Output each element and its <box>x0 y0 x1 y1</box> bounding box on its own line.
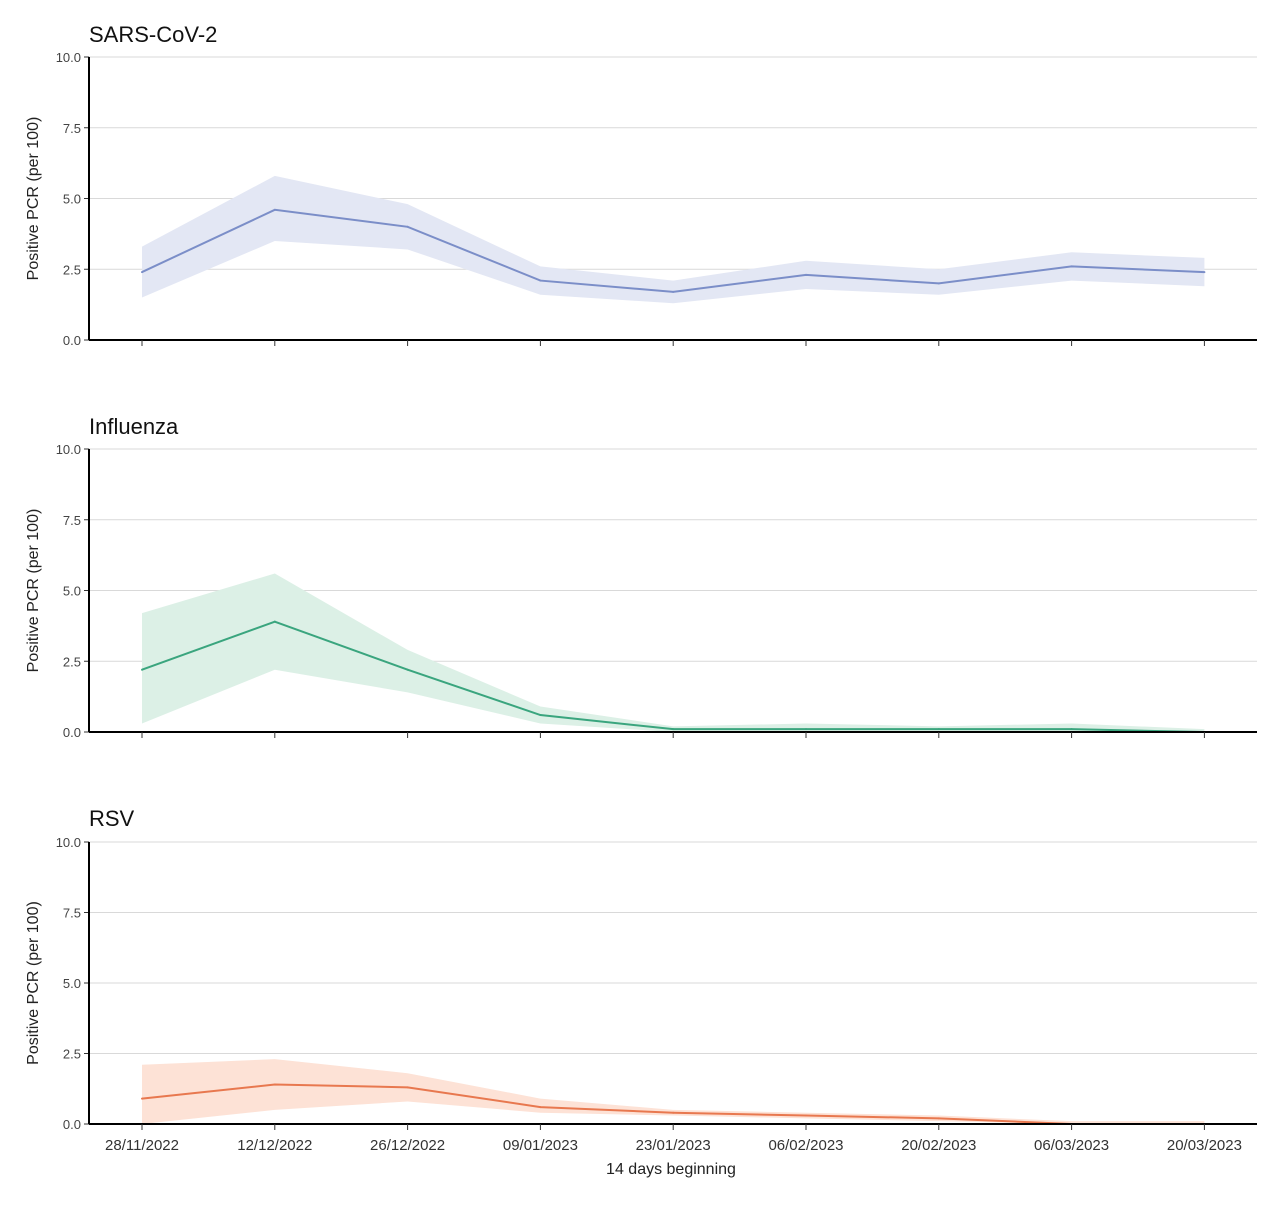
data-point <box>141 668 143 671</box>
x-tick-label: 09/01/2023 <box>503 1137 578 1154</box>
confidence-band <box>142 175 1205 304</box>
y-tick-label: 5.0 <box>63 584 81 599</box>
data-point <box>805 728 807 731</box>
panel-title: SARS-CoV-2 <box>89 22 217 47</box>
y-tick-label: 7.5 <box>63 513 81 528</box>
data-point <box>273 208 276 211</box>
x-tick-label: 23/01/2023 <box>636 1137 711 1154</box>
y-axis-title: Positive PCR (per 100) <box>25 509 42 673</box>
y-tick-label: 2.5 <box>63 654 81 669</box>
data-point <box>539 1106 542 1109</box>
y-tick-label: 5.0 <box>63 976 81 991</box>
data-point <box>273 620 276 623</box>
panel-rsv: RSV 0.0 2.5 5.0 7.5 10.0 Positive PCR (per 100… <box>25 806 1257 1178</box>
panel-sars-cov-2: SARS-CoV-2 0.0 2.5 5.0 7.5 10.0 Positive PCR (… <box>25 22 1257 348</box>
data-point <box>672 1111 675 1114</box>
data-point <box>141 271 143 274</box>
data-point <box>937 282 940 285</box>
data-point <box>406 225 409 228</box>
data-point <box>805 1114 807 1117</box>
y-tick-label: 7.5 <box>63 121 81 136</box>
x-tick-label: 06/03/2023 <box>1034 1137 1109 1154</box>
x-tick-label: 06/02/2023 <box>768 1137 843 1154</box>
data-point <box>1203 271 1206 274</box>
panel-influenza: Influenza 0.0 2.5 5.0 7.5 10.0 Positive PCR (p… <box>25 414 1257 740</box>
data-point <box>406 668 409 671</box>
data-point <box>539 714 542 717</box>
x-tick-label: 20/02/2023 <box>901 1137 976 1154</box>
x-tick-label: 20/03/2023 <box>1167 1137 1242 1154</box>
data-point <box>937 1117 940 1120</box>
x-tick-label: 28/11/2022 <box>105 1137 179 1154</box>
y-tick-label: 2.5 <box>63 1047 81 1062</box>
data-point <box>273 1083 276 1086</box>
data-point <box>1070 265 1073 268</box>
data-point <box>805 273 807 276</box>
data-point <box>1070 728 1073 731</box>
y-tick-label: 0.0 <box>63 1117 81 1132</box>
y-tick-label: 5.0 <box>63 192 81 207</box>
data-point <box>937 728 940 731</box>
x-axis-title: 14 days beginning <box>606 1161 736 1178</box>
data-point <box>141 1097 143 1100</box>
panel-title: RSV <box>89 806 135 831</box>
y-tick-label: 10.0 <box>56 835 81 850</box>
x-tick-label: 26/12/2022 <box>370 1137 445 1154</box>
y-tick-label: 2.5 <box>63 262 81 277</box>
confidence-band <box>142 1059 1205 1124</box>
y-tick-label: 7.5 <box>63 906 81 921</box>
y-axis-title: Positive PCR (per 100) <box>25 117 42 281</box>
x-tick-label: 12/12/2022 <box>237 1137 312 1154</box>
y-tick-label: 10.0 <box>56 442 81 457</box>
y-axis-title: Positive PCR (per 100) <box>25 901 42 1065</box>
data-point <box>672 290 675 293</box>
y-tick-label: 0.0 <box>63 725 81 740</box>
y-tick-label: 0.0 <box>63 333 81 348</box>
data-point <box>539 279 542 282</box>
y-tick-label: 10.0 <box>56 50 81 65</box>
confidence-band <box>142 573 1205 732</box>
data-point <box>672 728 675 731</box>
panel-title: Influenza <box>89 414 179 439</box>
data-point <box>406 1086 409 1089</box>
